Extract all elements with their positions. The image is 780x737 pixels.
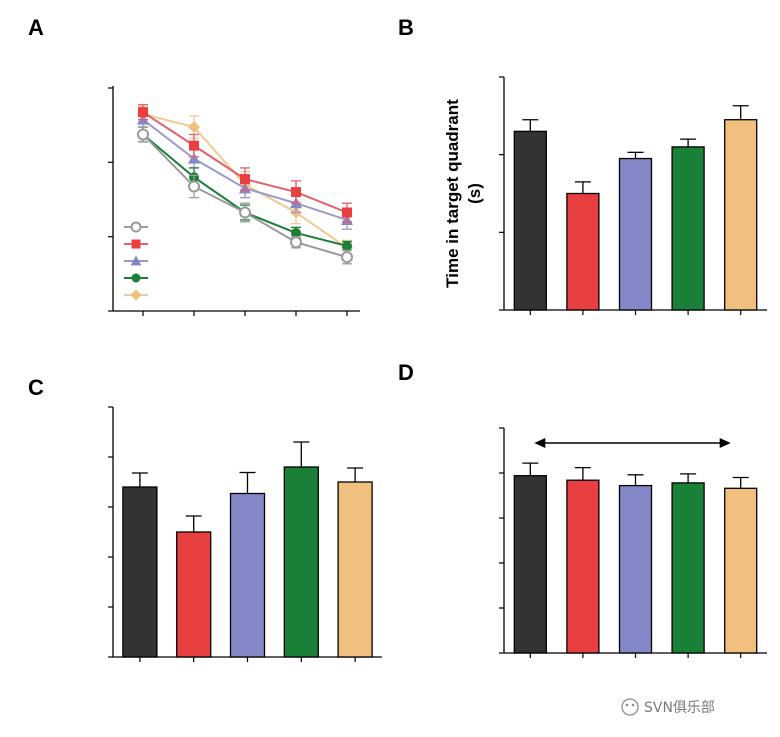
marker-bccao4w xyxy=(291,227,301,238)
panel-label: C xyxy=(28,375,44,400)
bar-bccao-2w xyxy=(618,157,653,311)
marker-control xyxy=(239,206,251,219)
y-axis-title-unit: (s) xyxy=(465,183,484,204)
panel-label: D xyxy=(398,360,414,385)
marker-bccao1w xyxy=(138,107,148,118)
marker-bccao1w xyxy=(291,187,301,198)
bar-bccao-1w xyxy=(566,479,600,654)
panel-d-bar-chart: D xyxy=(398,360,767,658)
marker-control xyxy=(137,128,149,141)
bar-ruccao xyxy=(724,119,758,311)
panel-c-bar-chart: C xyxy=(28,375,382,662)
panel-b-bar-chart: B Time in target quadrant (s) xyxy=(398,15,767,315)
watermark-logo-icon xyxy=(621,698,639,716)
marker-control xyxy=(290,236,302,249)
marker-bccao1w xyxy=(240,174,250,185)
bar-bccao-2w xyxy=(618,484,653,654)
marker-control xyxy=(130,221,142,233)
marker-ruccao xyxy=(188,121,200,134)
bar-bccao-1w xyxy=(176,531,212,658)
watermark-text: SVN俱乐部 xyxy=(644,700,715,716)
marker-control xyxy=(188,180,200,193)
marker-bccao4w xyxy=(131,273,141,283)
bar-bccao-1w xyxy=(566,192,600,311)
y-axis-title: Time in target quadrant xyxy=(443,99,462,288)
watermark-logo-eye xyxy=(631,703,635,707)
arrow-head-left xyxy=(534,438,546,448)
arrow-head-right xyxy=(719,438,731,448)
marker-bccao2w xyxy=(188,152,200,164)
marker-control xyxy=(341,251,353,264)
panel-a-line-chart: A xyxy=(28,15,360,316)
bar-bccao-4w xyxy=(283,466,319,658)
watermark-logo-eye xyxy=(625,703,629,707)
panel-label: A xyxy=(28,15,44,40)
marker-bccao2w xyxy=(130,255,142,266)
panel-label: B xyxy=(398,15,414,40)
bar-ruccao xyxy=(337,481,373,658)
marker-bccao1w xyxy=(189,140,199,151)
bar-ruccao xyxy=(724,487,758,654)
watermark: SVN俱乐部 xyxy=(621,698,715,716)
marker-bccao4w xyxy=(342,240,352,251)
bar-control xyxy=(122,486,158,658)
marker-bccao1w xyxy=(131,239,141,249)
bar-bccao-4w xyxy=(671,146,705,311)
bar-control xyxy=(513,475,547,654)
bar-bccao-4w xyxy=(671,482,705,654)
marker-bccao1w xyxy=(342,207,352,218)
marker-ruccao xyxy=(130,289,142,301)
bar-bccao-2w xyxy=(229,492,266,658)
bar-control xyxy=(513,130,547,311)
